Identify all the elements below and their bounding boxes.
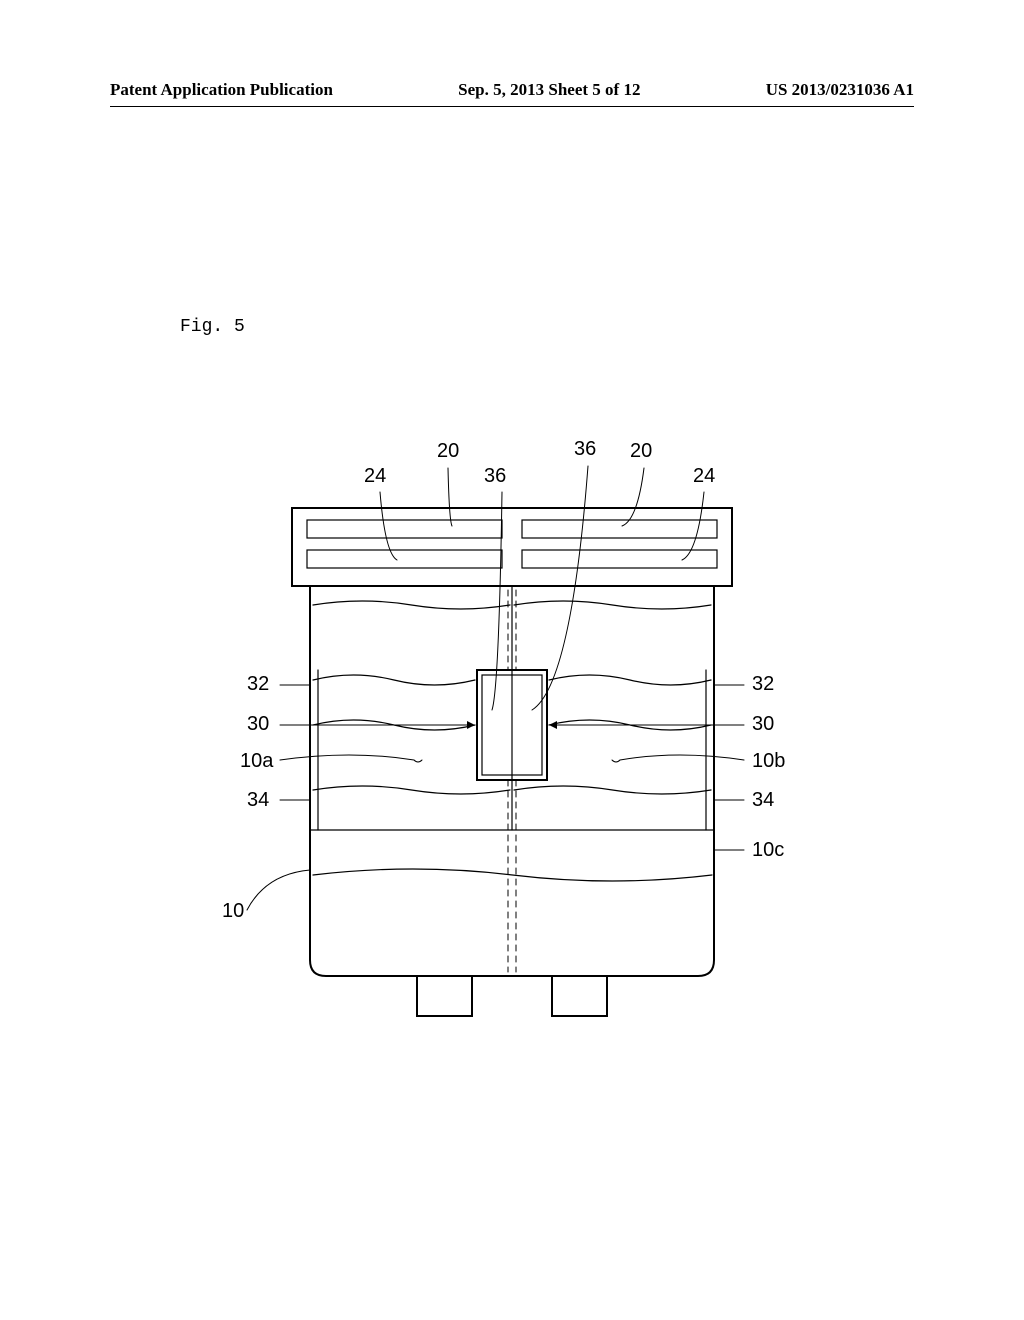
ref-32-right: 32 bbox=[752, 673, 774, 696]
ref-10: 10 bbox=[222, 900, 244, 923]
page-container: Patent Application Publication Sep. 5, 2… bbox=[110, 80, 914, 1240]
ref-10a: 10a bbox=[240, 750, 273, 773]
ref-30-left: 30 bbox=[247, 713, 269, 736]
ref-24-left: 24 bbox=[364, 465, 386, 488]
ref-34-left: 34 bbox=[247, 789, 269, 812]
ref-20-left: 20 bbox=[437, 440, 459, 463]
figure-wrap: 24 20 36 36 20 24 32 30 10a 34 10 32 30 … bbox=[192, 430, 832, 1070]
header-center: Sep. 5, 2013 Sheet 5 of 12 bbox=[458, 80, 640, 100]
ref-32-left: 32 bbox=[247, 673, 269, 696]
ref-34-right: 34 bbox=[752, 789, 774, 812]
ref-10b: 10b bbox=[752, 750, 785, 773]
ref-30-right: 30 bbox=[752, 713, 774, 736]
ref-20-right: 20 bbox=[630, 440, 652, 463]
header-left: Patent Application Publication bbox=[110, 80, 333, 100]
ref-36-left: 36 bbox=[484, 465, 506, 488]
ref-10c: 10c bbox=[752, 839, 784, 862]
figure-label: Fig. 5 bbox=[180, 317, 914, 337]
ref-24-right: 24 bbox=[693, 465, 715, 488]
header-row: Patent Application Publication Sep. 5, 2… bbox=[110, 80, 914, 107]
header-right: US 2013/0231036 A1 bbox=[766, 80, 914, 100]
patent-diagram bbox=[192, 430, 832, 1070]
ref-36-right: 36 bbox=[574, 438, 596, 461]
